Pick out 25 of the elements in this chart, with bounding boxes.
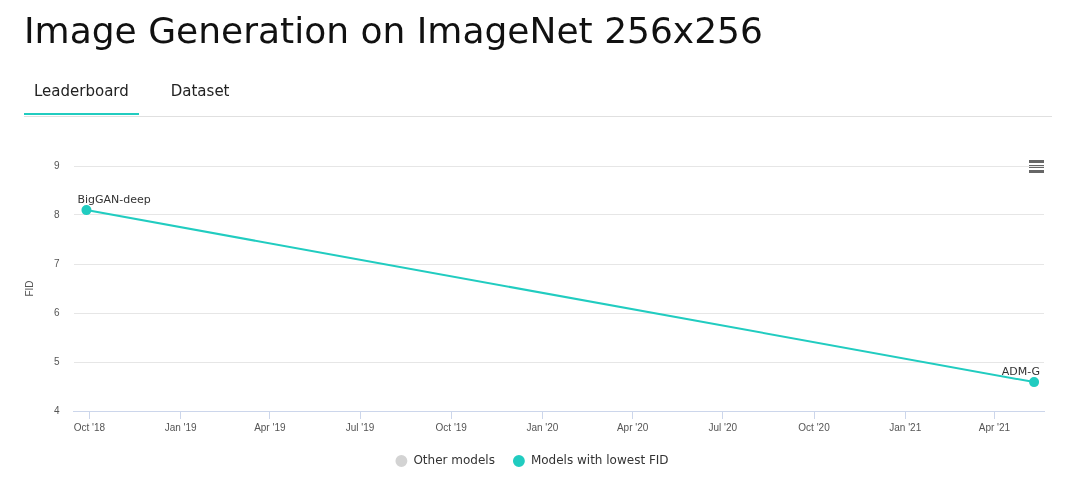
y-tick-label: 4 <box>54 404 60 416</box>
legend-label: Other models <box>413 453 495 468</box>
y-axis-title: FID <box>23 280 35 297</box>
x-tick-label: Oct '18 <box>73 421 106 433</box>
x-tick-label: Jan '20 <box>526 421 559 433</box>
x-tick-label: Oct '19 <box>435 421 468 433</box>
y-tick-label: 6 <box>54 306 60 318</box>
annotation: ADM-G <box>1001 365 1041 379</box>
y-tick-label: 8 <box>54 208 60 220</box>
x-tick-label: Jan '19 <box>164 421 198 433</box>
x-tick-label: Jul '19 <box>345 421 375 433</box>
x-tick-label: Apr '21 <box>978 421 1011 433</box>
y-tick-label: 7 <box>54 257 60 269</box>
x-tick-label: Apr '20 <box>616 421 649 433</box>
text: Dataset <box>169 81 231 102</box>
x-tick-label: Jul '20 <box>708 421 738 433</box>
x-tick-label: Apr '19 <box>254 421 286 433</box>
text: Leaderboard <box>24 78 139 115</box>
y-tick-label: 9 <box>54 159 60 171</box>
annotation: BigGAN-deep <box>77 193 151 207</box>
chart-title: Image Generation on ImageNet 256x256 <box>24 10 763 51</box>
y-tick-label: 5 <box>54 355 60 367</box>
x-tick-label: Jan '21 <box>889 421 922 433</box>
x-tick-label: Oct '20 <box>798 421 831 433</box>
legend-label: Models with lowest FID <box>530 453 669 468</box>
